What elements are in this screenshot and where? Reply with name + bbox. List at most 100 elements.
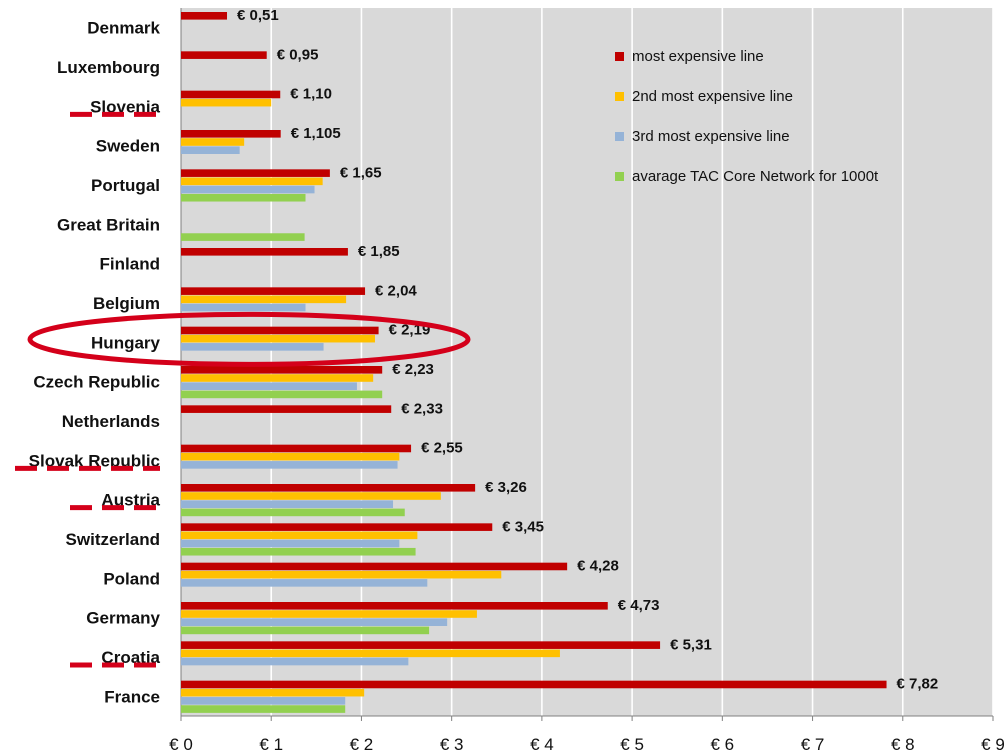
bar-avg [181, 626, 430, 635]
bar-avg [181, 390, 383, 399]
row-slovak-republic: € 2,55 Slovak Republic [29, 440, 463, 471]
bar-most [181, 641, 661, 649]
row-poland: € 4,28 Poland [103, 558, 619, 589]
legend-label: avarage TAC Core Network for 1000t [632, 168, 879, 185]
category-label: Finland [100, 255, 160, 274]
x-tick-label: € 4 [530, 735, 554, 754]
bar-most [181, 130, 281, 138]
data-label: € 0,51 [237, 7, 279, 24]
category-label: Denmark [87, 19, 160, 38]
category-label: Switzerland [66, 530, 160, 549]
bar-2nd [181, 98, 272, 107]
data-label: € 1,10 [290, 86, 332, 103]
bar-2nd [181, 374, 374, 382]
legend-label: 3rd most expensive line [632, 128, 790, 145]
x-tick-label: € 7 [801, 735, 825, 754]
row-croatia: € 5,31 Croatia [101, 636, 711, 667]
bar-3rd [181, 146, 240, 154]
category-label: Croatia [101, 648, 160, 667]
bar-2nd [181, 452, 400, 461]
x-tick-label: € 5 [620, 735, 644, 754]
data-label: € 2,55 [421, 440, 463, 457]
row-luxembourg: € 0,95 Luxembourg [57, 46, 318, 77]
legend-label: 2nd most expensive line [632, 88, 793, 105]
data-label: € 1,85 [358, 243, 400, 260]
data-label: € 2,23 [392, 361, 434, 378]
legend-swatch [615, 172, 624, 181]
bar-avg [181, 705, 346, 713]
category-label: Portugal [91, 176, 160, 195]
bar-3rd [181, 303, 306, 312]
category-label: France [104, 687, 160, 706]
row-netherlands: € 2,33 Netherlands [62, 400, 443, 431]
row-finland: € 1,85 Finland [100, 243, 400, 274]
category-label: Slovenia [90, 97, 160, 116]
bar-most [181, 405, 392, 413]
bar-2nd [181, 610, 477, 618]
bar-2nd [181, 531, 418, 540]
x-tick-label: € 0 [169, 735, 193, 754]
bar-3rd [181, 579, 428, 587]
bar-3rd [181, 618, 448, 626]
data-label: € 2,33 [401, 400, 443, 417]
bar-most [181, 326, 379, 335]
bar-most [181, 484, 476, 492]
bar-most [181, 12, 228, 20]
data-label: € 2,04 [375, 282, 417, 299]
row-france: € 7,82 France [104, 676, 938, 713]
bar-3rd [181, 657, 409, 666]
bar-avg [181, 508, 405, 517]
legend-swatch [615, 92, 624, 101]
row-great-britain: Great Britain [57, 215, 305, 241]
category-label: Austria [101, 491, 160, 510]
row-portugal: € 1,65 Portugal [91, 164, 382, 202]
data-label: € 7,82 [897, 676, 939, 693]
bar-2nd [181, 570, 502, 579]
x-tick-label: € 1 [259, 735, 283, 754]
data-label: € 4,28 [577, 558, 619, 575]
bar-3rd [181, 382, 357, 390]
row-germany: € 4,73 Germany [86, 597, 660, 635]
category-label: Germany [86, 609, 160, 628]
bar-3rd [181, 539, 400, 548]
data-label: € 3,26 [485, 479, 527, 496]
category-label: Slovak Republic [29, 451, 160, 470]
bar-3rd [181, 697, 346, 705]
bar-most [181, 562, 568, 571]
bar-avg [181, 547, 416, 556]
x-tick-label: € 8 [891, 735, 915, 754]
data-label: € 1,105 [291, 125, 341, 142]
legend-label: most expensive line [632, 48, 764, 65]
bar-2nd [181, 138, 245, 146]
bar-2nd [181, 492, 441, 500]
bar-most [181, 602, 608, 610]
bar-most [181, 169, 330, 177]
x-tick-label: € 9 [981, 735, 1005, 754]
bar-most [181, 680, 887, 689]
legend: most expensive line 2nd most expensive li… [615, 48, 879, 185]
bar-most [181, 90, 281, 99]
row-switzerland: € 3,45 Switzerland [66, 518, 544, 556]
category-label: Poland [103, 569, 160, 588]
data-label: € 4,73 [618, 597, 660, 614]
data-label: € 0,95 [277, 46, 319, 63]
data-label: € 5,31 [670, 636, 712, 653]
row-belgium: € 2,04 Belgium [93, 282, 417, 313]
bar-avg [181, 233, 305, 241]
data-label: € 3,45 [502, 518, 544, 535]
row-austria: € 3,26 Austria [101, 479, 527, 517]
row-slovenia: € 1,10 Slovenia [90, 86, 332, 117]
legend-swatch [615, 132, 624, 141]
bar-3rd [181, 461, 398, 469]
category-label: Czech Republic [33, 373, 160, 392]
bar-3rd [181, 343, 324, 351]
row-czech-republic: € 2,23 Czech Republic [33, 361, 434, 399]
bar-3rd [181, 185, 315, 194]
category-label: Sweden [96, 137, 160, 156]
bar-most [181, 51, 267, 59]
highlight-ellipse-annotation [27, 311, 471, 367]
data-label: € 1,65 [340, 164, 382, 181]
category-label: Great Britain [57, 215, 160, 234]
x-tick-label: € 2 [350, 735, 374, 754]
